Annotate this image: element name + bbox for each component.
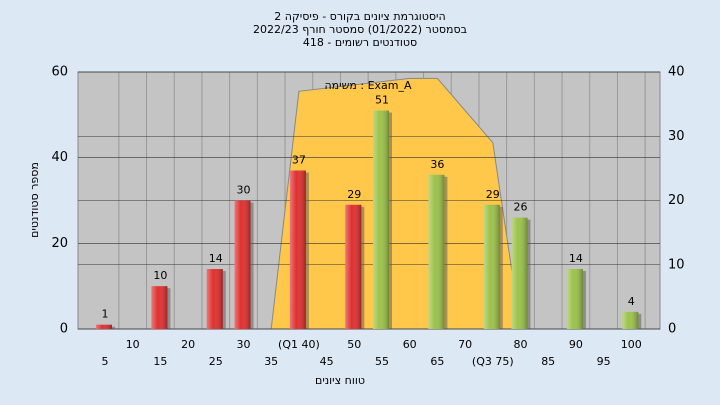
title-line: סטודנטים רשומים - 418: [303, 36, 417, 49]
x-tick-label: 90: [569, 338, 583, 351]
y-tick-label: 20: [51, 236, 68, 251]
bar-shade: [96, 324, 112, 329]
title-line: בסמסטר (01/2022) סמסטר חורף 2022/23: [253, 23, 467, 36]
x-tick-label: 25: [209, 355, 223, 368]
value-label: 51: [375, 94, 389, 107]
y2-tick-label: 40: [668, 65, 685, 80]
y2-tick-label: 20: [668, 193, 685, 208]
value-label: 30: [237, 184, 251, 197]
y2-tick-label: 30: [668, 129, 685, 144]
y2-tick-label: 10: [668, 257, 685, 272]
x-tick-label: 15: [153, 355, 167, 368]
x-tick-label: 100: [621, 338, 642, 351]
bar-shade: [206, 269, 223, 329]
bar-shade: [622, 311, 639, 329]
x-tick-label: 45: [320, 355, 334, 368]
value-label: 10: [153, 269, 167, 282]
x-tick-label: 80: [514, 338, 528, 351]
value-label: 29: [486, 188, 500, 201]
x-tick-label: (Q1 40): [278, 338, 320, 351]
y-axis-label: מספר סטודנטים: [28, 162, 41, 238]
x-tick-label: 20: [181, 338, 195, 351]
value-label: 14: [569, 252, 583, 265]
value-label: 36: [430, 158, 444, 171]
bar-shade: [511, 217, 528, 329]
x-tick-label: 85: [541, 355, 555, 368]
bar-shade: [373, 110, 389, 329]
x-tick-label: 50: [347, 338, 361, 351]
x-tick-label: 30: [237, 338, 251, 351]
value-label: 29: [347, 188, 361, 201]
x-tick-label: 60: [403, 338, 417, 351]
bar-shade: [234, 200, 251, 329]
x-tick-label: 95: [597, 355, 611, 368]
x-tick-label: 70: [458, 338, 472, 351]
value-label: 1: [102, 308, 109, 321]
bar-shade: [289, 170, 306, 329]
x-tick-label: 65: [430, 355, 444, 368]
bar-shade: [151, 286, 168, 329]
bar-shade: [428, 174, 445, 329]
value-label: 37: [292, 154, 306, 167]
x-tick-label: 55: [375, 355, 389, 368]
value-label: 14: [209, 252, 223, 265]
x-axis-label: טווח ציונים: [315, 374, 365, 387]
y-tick-label: 0: [60, 322, 68, 337]
title-line: היסטוגרמת ציונים בקורס - פיסיקה 2: [274, 10, 445, 23]
bar-shade: [566, 269, 583, 329]
bar-shade: [483, 204, 500, 329]
y-tick-label: 60: [51, 65, 68, 80]
y-tick-label: 40: [51, 150, 68, 165]
x-tick-label: 35: [264, 355, 278, 368]
value-label: 4: [628, 295, 635, 308]
bar-shade: [345, 204, 362, 329]
value-label: 26: [514, 201, 528, 214]
x-tick-label: (Q3 75): [472, 355, 514, 368]
y2-tick-label: 0: [668, 322, 676, 337]
x-tick-label: 5: [102, 355, 109, 368]
annotation: משימה : Exam_A: [324, 79, 412, 92]
x-tick-label: 10: [126, 338, 140, 351]
